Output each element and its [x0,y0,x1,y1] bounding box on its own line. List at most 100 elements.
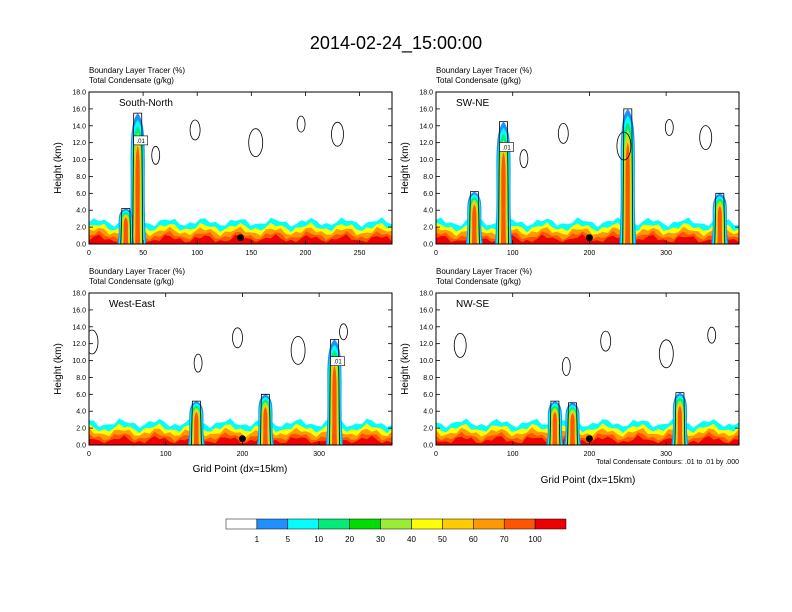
y-tick-label: 14.0 [72,123,86,130]
plume-contour [567,402,578,445]
plume-layer [717,206,723,244]
condensate-contours [469,108,726,244]
y-tick-label: 10.0 [419,157,433,164]
location-marker [585,234,593,242]
colorbar-label: 100 [528,535,542,544]
plume-2 [256,394,274,445]
condensate-contour [557,122,569,144]
y-tick-label: 0.0 [76,242,86,249]
y-tick-label: 14.0 [72,324,86,331]
plume-1 [326,339,343,445]
y-tick-label: 16.0 [419,307,433,314]
y-tick-label: 10.0 [419,358,433,365]
y-axis-title: Height (km) [400,142,411,194]
colorbar-label: 40 [407,535,416,544]
colorbar-label: 10 [314,535,323,544]
y-tick-label: 4.0 [423,409,433,416]
y-tick-label: 18.0 [72,291,86,298]
x-axis-title-right: Grid Point (dx=15km) [541,475,636,486]
field-label-condensate: Total Condensate (g/kg) [89,277,174,286]
x-tick-label: 200 [300,250,312,257]
condensate-contours [120,112,344,244]
panel-title: West-East [109,299,155,310]
x-tick-label: 250 [354,250,366,257]
panel-frame [88,91,393,245]
colorbar-swatch [225,518,258,530]
y-tick-label: 4.0 [76,409,86,416]
field-label-tracer: Boundary Layer Tracer (%) [436,66,532,75]
plume-contour [714,192,726,244]
condensate-contour [339,323,348,341]
x-tick-label: 200 [584,451,596,458]
colorbar-swatch [380,518,412,530]
contour-label-box [133,135,148,146]
x-tick-label: 50 [139,250,147,257]
plume-contour [120,208,132,244]
plume-contour [260,393,271,445]
colorbar-label: 70 [500,535,509,544]
y-tick-label: 18.0 [419,291,433,298]
y-tick-label: 0.0 [423,242,433,249]
colorbar-label: 30 [376,535,385,544]
plume-layer [331,365,337,445]
plume-layer [193,412,199,445]
contour-label-box [330,356,345,367]
y-tick-label: 2.0 [423,225,433,232]
x-tick-label: 100 [507,250,519,257]
plume-layer [262,407,268,445]
y-tick-label: 12.0 [419,341,433,348]
plume-contour [622,108,634,244]
band-100 [436,435,739,445]
colorbar-swatch [411,518,443,530]
panel-frame [435,292,740,446]
plume-layer [471,204,477,244]
x-tick-label: 100 [507,451,519,458]
y-tick-label: 4.0 [76,208,86,215]
y-tick-label: 6.0 [76,191,86,198]
condensate-contour [699,125,713,151]
colorbar-swatch [503,518,536,530]
y-tick-label: 10.0 [72,157,86,164]
panel-title: NW-SE [456,299,489,310]
y-tick-label: 12.0 [419,140,433,147]
plume-3 [187,401,205,445]
y-tick-label: 18.0 [72,90,86,97]
y-tick-label: 14.0 [419,123,433,130]
y-tick-label: 12.0 [72,140,86,147]
x-axis-title-left: Grid Point (dx=15km) [193,464,288,475]
figure-title: 2014-02-24_15:00:00 [310,33,482,54]
y-tick-label: 6.0 [423,392,433,399]
plume-3 [546,401,564,445]
y-tick-label: 2.0 [76,225,86,232]
plume-2 [465,191,483,244]
plume-contour [469,191,480,244]
condensate-contour [189,119,201,141]
plume-layer [677,405,683,445]
plume-2 [564,402,581,445]
contour-label: .01 [333,360,342,366]
condensate-contour [232,327,243,349]
x-tick-label: 300 [660,451,672,458]
y-tick-label: 12.0 [72,341,86,348]
condensate-contour [290,335,306,365]
contour-note: Total Condensate Contours: .01 to .01 by… [596,459,739,466]
location-marker [585,435,593,443]
plume-contour [674,392,686,445]
y-tick-label: 8.0 [76,174,86,181]
colorbar-label: 60 [469,535,478,544]
plume-1 [671,392,689,445]
plume-4 [619,108,637,244]
x-tick-label: 150 [245,250,257,257]
y-tick-label: 2.0 [423,426,433,433]
y-tick-label: 8.0 [423,174,433,181]
y-tick-label: 4.0 [423,208,433,215]
y-tick-label: 16.0 [419,106,433,113]
colorbar-swatch [442,518,474,530]
x-tick-label: 0 [87,250,91,257]
colorbar-label: 5 [286,535,291,544]
y-tick-label: 18.0 [419,90,433,97]
condensate-contour [193,353,203,373]
y-tick-label: 8.0 [423,375,433,382]
plume-layer [625,142,631,244]
condensate-contour [707,326,717,344]
